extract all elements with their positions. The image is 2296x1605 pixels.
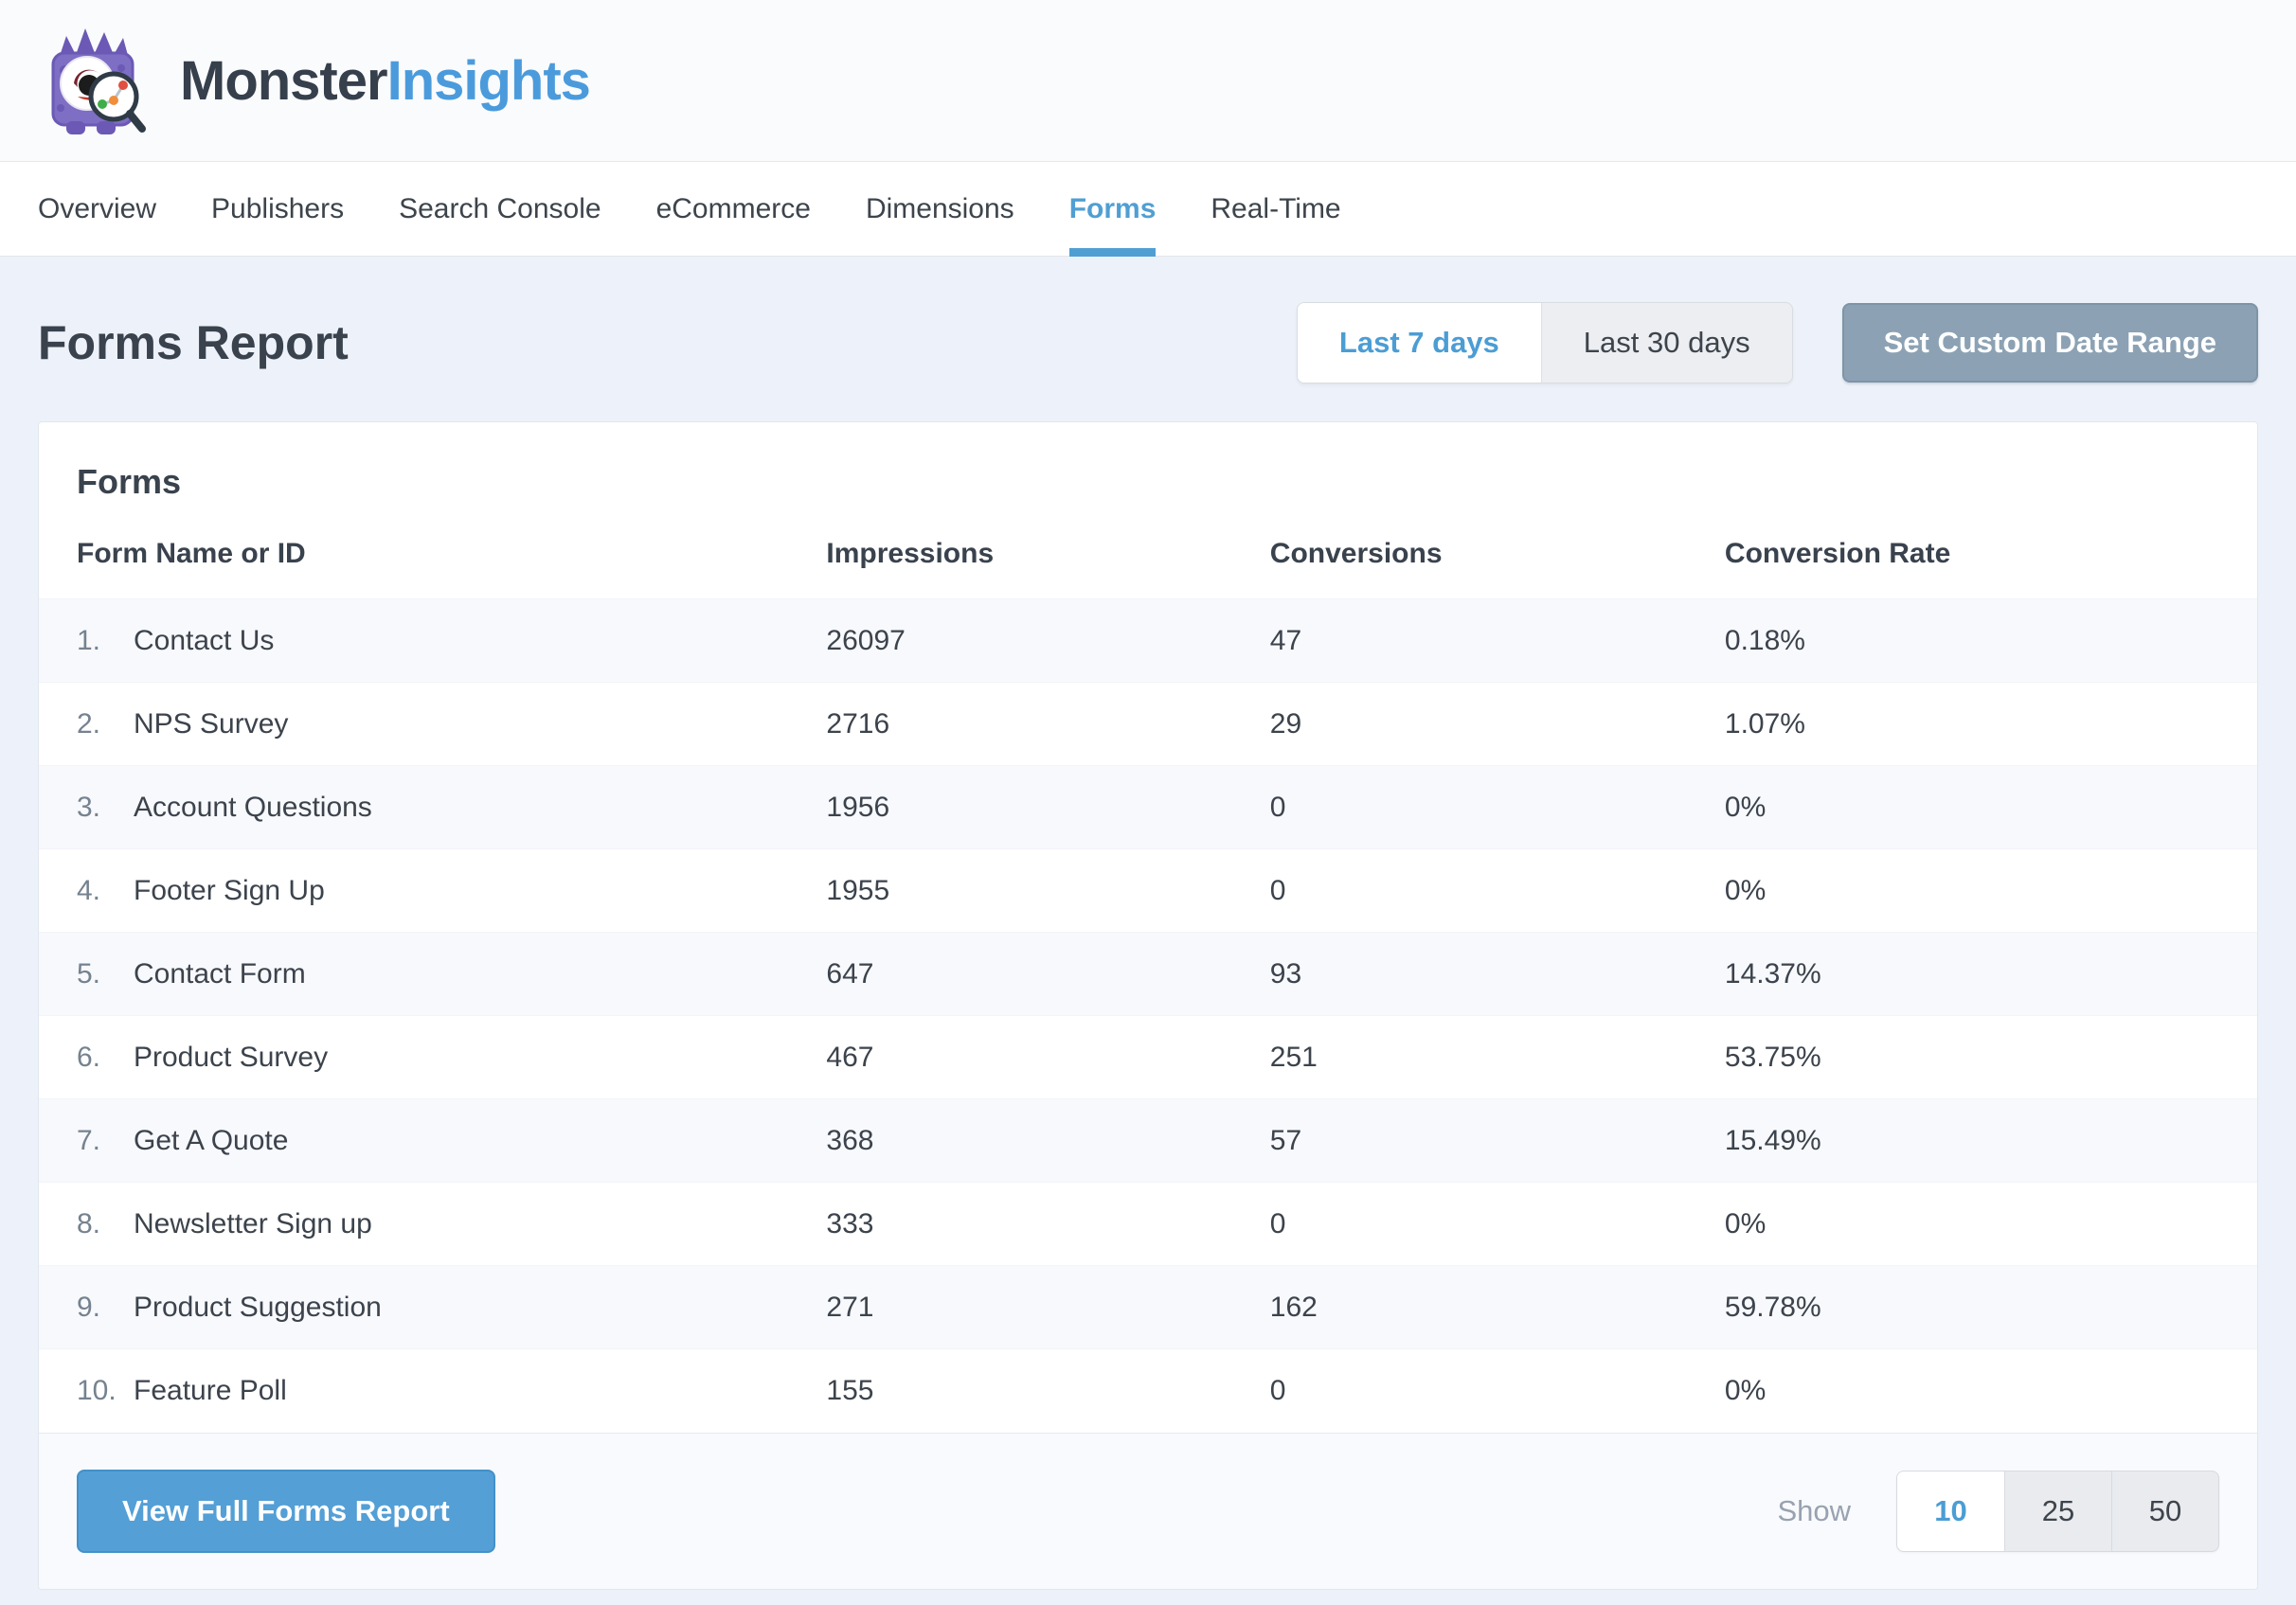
conversion-rate-value: 0% <box>1724 791 1767 823</box>
conversions-value: 162 <box>1269 1291 1318 1323</box>
row-index: 7. <box>77 1124 101 1156</box>
impressions-value: 333 <box>826 1207 874 1239</box>
conversion-rate-value: 0% <box>1724 1207 1767 1239</box>
brand-name-primary: Monster <box>180 49 388 112</box>
conversion-rate-value: 59.78% <box>1724 1291 1821 1323</box>
form-name: Product Survey <box>134 1041 329 1073</box>
column-header-conversion-rate: Conversion Rate <box>1724 538 1951 569</box>
form-name: Feature Poll <box>134 1374 287 1406</box>
app-header: MonsterInsights <box>0 0 2296 162</box>
page-size-25-button[interactable]: 25 <box>2004 1471 2111 1551</box>
last-7-days-button[interactable]: Last 7 days <box>1297 303 1541 383</box>
conversions-value: 0 <box>1269 1374 1286 1406</box>
conversions-value: 0 <box>1269 874 1286 906</box>
row-index: 2. <box>77 707 101 740</box>
brand-name-secondary: Insights <box>386 49 591 112</box>
conversions-value: 0 <box>1269 791 1286 823</box>
conversion-rate-value: 53.75% <box>1724 1041 1821 1073</box>
monsterinsights-logo[interactable]: MonsterInsights <box>38 21 591 141</box>
nav-tab-search-console[interactable]: Search Console <box>399 192 601 224</box>
monster-mascot-icon <box>38 21 152 141</box>
date-range-controls: Last 7 days Last 30 days Set Custom Date… <box>1296 302 2258 383</box>
column-header-conversions: Conversions <box>1269 538 1443 569</box>
row-index: 5. <box>77 957 101 990</box>
conversion-rate-value: 1.07% <box>1724 707 1805 740</box>
conversions-value: 93 <box>1269 957 1302 990</box>
brand-wordmark: MonsterInsights <box>180 49 591 113</box>
nav-tab-real-time[interactable]: Real-Time <box>1211 192 1341 224</box>
table-row: 9. Product Suggestion 271 162 59.78% <box>39 1265 2257 1349</box>
impressions-value: 26097 <box>826 624 906 656</box>
page-size-10-button[interactable]: 10 <box>1897 1471 2004 1551</box>
form-name: NPS Survey <box>134 707 289 740</box>
form-name: Newsletter Sign up <box>134 1207 372 1239</box>
table-row: 8. Newsletter Sign up 333 0 0% <box>39 1182 2257 1266</box>
last-30-days-button[interactable]: Last 30 days <box>1540 303 1792 383</box>
page-size-50-button[interactable]: 50 <box>2111 1471 2218 1551</box>
panel-footer: View Full Forms Report Show 10 25 50 <box>39 1432 2257 1589</box>
table-row: 10. Feature Poll 155 0 0% <box>39 1348 2257 1433</box>
impressions-value: 368 <box>826 1124 874 1156</box>
conversions-value: 47 <box>1269 624 1302 656</box>
impressions-value: 1956 <box>826 791 890 823</box>
table-row: 5. Contact Form 647 93 14.37% <box>39 932 2257 1016</box>
page-title: Forms Report <box>38 316 349 369</box>
conversion-rate-value: 15.49% <box>1724 1124 1821 1156</box>
table-row: 6. Product Survey 467 251 53.75% <box>39 1015 2257 1099</box>
conversion-rate-value: 0% <box>1724 874 1767 906</box>
form-name: Product Suggestion <box>134 1291 382 1323</box>
forms-table: Form Name or ID Impressions Conversions … <box>39 513 2257 1433</box>
row-index: 4. <box>77 874 101 906</box>
panel-title: Forms <box>77 462 182 501</box>
conversions-value: 251 <box>1269 1041 1318 1073</box>
nav-tab-overview[interactable]: Overview <box>38 192 157 224</box>
table-row: 2. NPS Survey 2716 29 1.07% <box>39 682 2257 766</box>
row-index: 8. <box>77 1207 101 1239</box>
conversions-value: 57 <box>1269 1124 1302 1156</box>
form-name: Get A Quote <box>134 1124 289 1156</box>
table-row: 4. Footer Sign Up 1955 0 0% <box>39 848 2257 933</box>
impressions-value: 467 <box>826 1041 874 1073</box>
forms-panel: Forms Form Name or ID Impressions Conver… <box>38 421 2258 1590</box>
table-row: 7. Get A Quote 368 57 15.49% <box>39 1098 2257 1183</box>
form-name: Contact Form <box>134 957 306 990</box>
conversions-value: 29 <box>1269 707 1302 740</box>
impressions-value: 647 <box>826 957 874 990</box>
table-header-row: Form Name or ID Impressions Conversions … <box>39 513 2257 599</box>
nav-tab-ecommerce[interactable]: eCommerce <box>655 192 811 224</box>
date-range-toggle: Last 7 days Last 30 days <box>1296 302 1793 383</box>
nav-tab-forms[interactable]: Forms <box>1068 162 1156 257</box>
form-name: Footer Sign Up <box>134 874 325 906</box>
row-index: 1. <box>77 624 101 656</box>
show-label: Show <box>1777 1493 1851 1527</box>
conversions-value: 0 <box>1269 1207 1286 1239</box>
row-index: 10. <box>77 1374 117 1406</box>
main-content: Forms Report Last 7 days Last 30 days Se… <box>0 257 2296 1590</box>
impressions-value: 2716 <box>826 707 890 740</box>
form-name: Account Questions <box>134 791 372 823</box>
row-index: 9. <box>77 1291 101 1323</box>
page-size-toggle: 10 25 50 <box>1896 1470 2219 1552</box>
impressions-value: 155 <box>826 1374 874 1406</box>
page-header: Forms Report Last 7 days Last 30 days Se… <box>38 302 2258 383</box>
pagination-size-controls: Show 10 25 50 <box>1777 1470 2219 1552</box>
impressions-value: 271 <box>826 1291 874 1323</box>
column-header-form-name: Form Name or ID <box>77 538 306 569</box>
report-nav: Overview Publishers Search Console eComm… <box>0 162 2296 257</box>
column-header-impressions: Impressions <box>826 538 995 569</box>
nav-tab-dimensions[interactable]: Dimensions <box>865 192 1014 224</box>
table-row: 1. Contact Us 26097 47 0.18% <box>39 598 2257 683</box>
row-index: 3. <box>77 791 101 823</box>
impressions-value: 1955 <box>826 874 890 906</box>
form-name: Contact Us <box>134 624 275 656</box>
view-full-forms-report-button[interactable]: View Full Forms Report <box>77 1469 495 1553</box>
set-custom-date-range-button[interactable]: Set Custom Date Range <box>1841 303 2258 383</box>
conversion-rate-value: 0% <box>1724 1374 1767 1406</box>
conversion-rate-value: 0.18% <box>1724 624 1805 656</box>
row-index: 6. <box>77 1041 101 1073</box>
table-row: 3. Account Questions 1956 0 0% <box>39 765 2257 849</box>
conversion-rate-value: 14.37% <box>1724 957 1821 990</box>
nav-tab-publishers[interactable]: Publishers <box>211 192 345 224</box>
